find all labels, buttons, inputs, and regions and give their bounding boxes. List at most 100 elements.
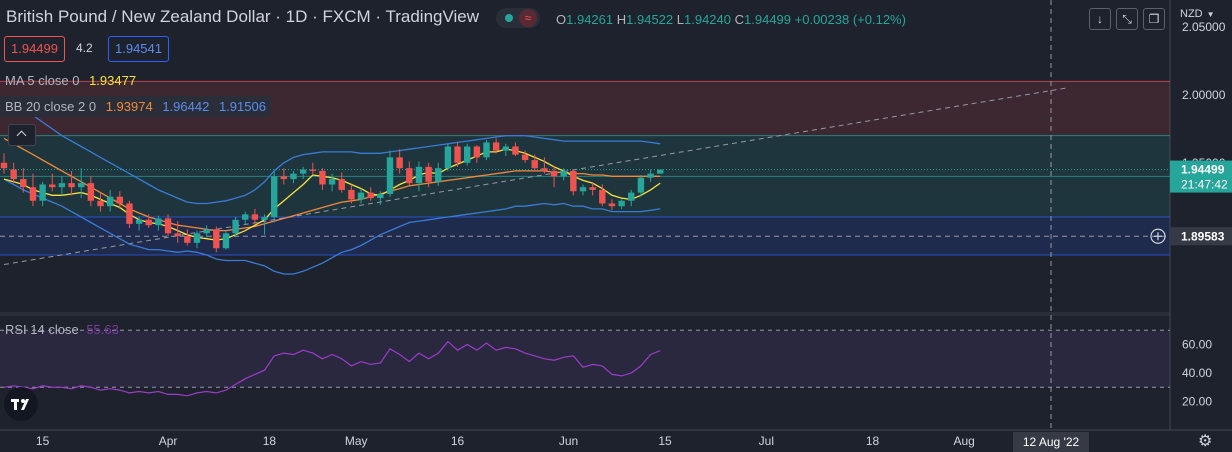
candle-body [222,233,230,249]
candle-body [618,200,625,207]
candle-body [116,196,123,204]
candle-body [328,179,336,185]
candle-body [290,173,297,180]
candle-body [49,184,56,188]
candle-body [193,233,201,243]
price-axis-background [1170,0,1232,452]
rsi-label: RSI 14 close [5,322,79,337]
approx-icon: ≈ [519,9,537,27]
candle-body [550,170,558,177]
candle-body [357,192,365,200]
open-value: 1.94261 [566,12,614,27]
change-value: +0.00238 (+0.12%) [794,12,906,27]
candle-body [473,146,481,158]
sell-button[interactable]: 1.94499 [4,36,65,62]
crosshair-price-tag [1170,227,1232,246]
candle-body [58,183,66,188]
high-label: H [616,12,627,27]
currency-label: NZD [1180,8,1203,20]
candle-body [599,189,606,204]
close-label: C [734,12,745,27]
time-tick-label: Jul [759,434,774,448]
candle-body [232,219,239,234]
time-tick-label: 15 [658,434,672,448]
candle-body [299,169,307,174]
candle-body [213,229,220,249]
spread-value: 4.2 [76,41,93,55]
candle-body [10,169,17,180]
candle-body [280,176,288,180]
candle-body [126,203,133,224]
candle-body [377,193,384,199]
market-status-toggle[interactable]: ≈ [496,8,540,28]
crosshair-date-label: 12 Aug '22 [1023,435,1080,449]
ma-label: MA 5 close 0 [5,73,80,88]
candle-body [251,214,259,220]
low-value: 1.94240 [684,12,731,27]
last-price-tag [1170,160,1232,193]
ma-value: 1.93477 [89,73,137,88]
arrow-down-icon: ↓ [1097,12,1103,26]
rsi-value: 55.63 [86,322,119,337]
buy-button[interactable]: 1.94541 [108,36,169,62]
candle-body [106,196,114,207]
settings-button[interactable]: ⚙ [1198,431,1212,451]
candle-body [483,142,490,158]
candle-body [29,187,37,201]
crosshair-date-tag [1013,432,1090,452]
high-value: 1.94522 [626,12,674,27]
rsi-tick-label: 40.00 [1182,366,1212,380]
candle-body [261,217,268,220]
maximize-button[interactable]: ⤡ [1116,8,1138,30]
candle-body [531,160,538,169]
candle-body [579,187,587,192]
ma-legend[interactable]: MA 5 close 0 1.93477 [5,73,136,88]
candle-body [39,184,46,201]
candle-body [521,154,529,161]
candle-body [367,192,374,199]
tv-logo-icon [11,399,29,410]
restore-button[interactable]: ❐ [1143,8,1165,30]
rsi-tick-label: 20.00 [1182,395,1212,409]
price-zone [0,135,1170,177]
time-tick-label: Jun [559,434,578,448]
time-tick-label: Aug [953,434,974,448]
candle-body [87,183,95,201]
symbol-title[interactable]: British Pound / New Zealand Dollar · 1D … [6,7,480,26]
time-tick-label: 18 [263,434,277,448]
candle-body [68,183,75,188]
candle-body [541,168,548,171]
ohlc-values: O1.94261 H1.94522 L1.94240 C1.94499 +0.0… [556,12,906,27]
candle-body [386,157,394,194]
time-tick-label: 15 [36,434,50,448]
candle-body [415,166,423,184]
rsi-band [0,330,1170,388]
candle-body [637,177,645,193]
candle-body [589,187,596,190]
candle-body [164,218,172,234]
move-down-button[interactable]: ↓ [1089,8,1111,30]
currency-selector[interactable]: NZD ▼ [1180,8,1215,20]
candle-body [396,157,403,169]
candle-body [20,179,27,188]
candle-body [174,233,181,237]
add-alert-icon[interactable] [1150,228,1166,244]
candle-body [242,214,249,220]
time-tick-label: 18 [866,434,880,448]
collapse-legend-button[interactable] [8,124,36,146]
bb-legend[interactable]: BB 20 close 2 0 1.93974 1.96442 1.91506 [0,96,271,117]
candle-body [608,203,616,207]
candle-body [628,192,635,201]
gear-icon: ⚙ [1198,433,1213,450]
candle-body [309,169,316,171]
collapse-icon: ⤡ [1122,12,1132,26]
time-tick-label: Apr [159,434,178,448]
bb-lower-value: 1.91506 [218,99,266,114]
candle-body [657,169,664,174]
candle-body [512,146,519,155]
market-open-icon [505,14,513,22]
countdown-label: 21:47:42 [1181,178,1228,192]
chevron-down-icon: ▼ [1206,10,1215,19]
rsi-legend[interactable]: RSI 14 close 55.63 [5,322,119,337]
